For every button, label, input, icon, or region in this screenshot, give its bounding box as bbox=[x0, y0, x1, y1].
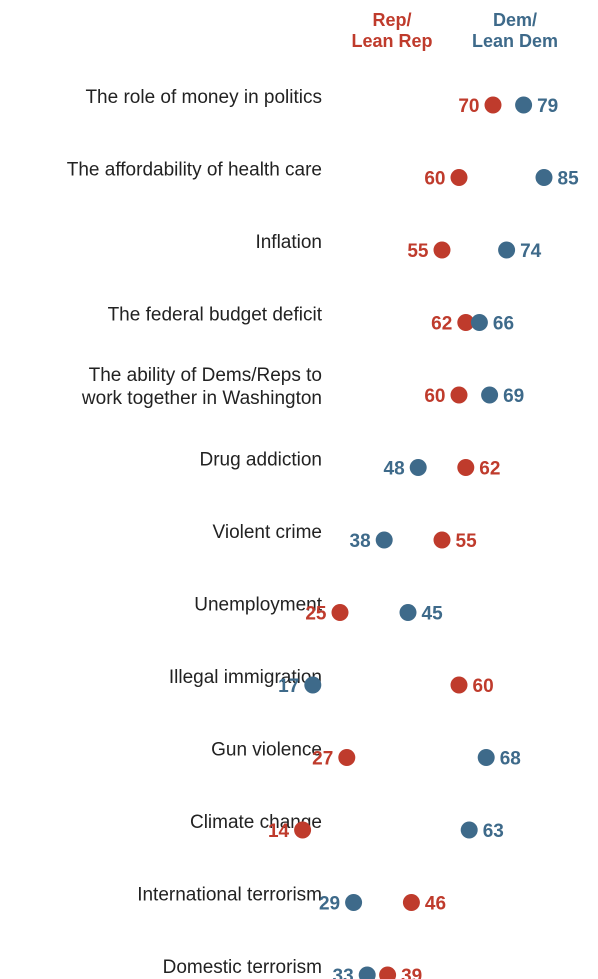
category-label: Gun violence bbox=[211, 740, 322, 761]
category-label: Unemployment bbox=[194, 595, 322, 616]
rep-dot bbox=[457, 314, 475, 331]
dem-value-label: 17 bbox=[278, 676, 299, 697]
dem-value-label: 79 bbox=[537, 96, 558, 117]
legend-dem-line-1: Dem/ bbox=[492, 10, 537, 30]
category-label: The affordability of health care bbox=[67, 160, 322, 181]
rep-dot bbox=[294, 821, 312, 839]
category-label: The role of money in politics bbox=[85, 87, 322, 108]
legend-dem-line-2: Lean Dem bbox=[471, 31, 559, 51]
dem-dot bbox=[477, 749, 495, 766]
rep-dot bbox=[433, 531, 451, 549]
rep-value-label: 27 bbox=[312, 749, 333, 770]
dem-dot bbox=[409, 459, 427, 476]
dem-value-label: 85 bbox=[558, 169, 580, 190]
dem-value-label: 33 bbox=[333, 966, 354, 979]
dem-value-label: 63 bbox=[483, 821, 504, 842]
rep-value-label: 70 bbox=[458, 96, 479, 117]
dem-value-label: 68 bbox=[500, 749, 521, 770]
rep-dot bbox=[379, 966, 397, 979]
category-label-line: work together in Washington bbox=[81, 388, 322, 409]
dem-value-label: 38 bbox=[350, 531, 371, 552]
dem-value-label: 45 bbox=[422, 604, 444, 625]
rep-dot bbox=[450, 676, 468, 694]
category-label: Domestic terrorism bbox=[163, 957, 322, 978]
dem-dot bbox=[470, 314, 488, 331]
dem-dot bbox=[358, 966, 376, 979]
dem-value-label: 66 bbox=[493, 314, 514, 335]
category-label-line: The ability of Dems/Reps to bbox=[89, 365, 322, 386]
category-label: The federal budget deficit bbox=[108, 305, 323, 326]
rep-dot bbox=[457, 459, 475, 476]
category-label: International terrorism bbox=[137, 885, 322, 906]
dem-value-label: 48 bbox=[384, 459, 405, 480]
category-label: Illegal immigration bbox=[169, 667, 322, 688]
rep-value-label: 14 bbox=[268, 821, 290, 842]
dem-dot bbox=[460, 821, 478, 839]
legend-rep: Rep/ Lean Rep bbox=[337, 10, 447, 52]
rep-dot bbox=[331, 604, 349, 621]
rep-value-label: 39 bbox=[401, 966, 422, 979]
legend-dem: Dem/ Lean Dem bbox=[460, 10, 570, 52]
dem-dot bbox=[498, 241, 516, 259]
rep-value-label: 60 bbox=[473, 676, 494, 697]
rep-value-label: 62 bbox=[431, 314, 452, 335]
rep-value-label: 60 bbox=[424, 386, 445, 407]
rep-value-label: 62 bbox=[479, 459, 500, 480]
dem-value-label: 29 bbox=[319, 894, 340, 915]
dem-dot bbox=[481, 386, 499, 404]
rep-value-label: 60 bbox=[424, 169, 445, 190]
legend-rep-line-2: Lean Rep bbox=[351, 31, 433, 51]
rep-dot bbox=[450, 386, 468, 404]
category-label: Violent crime bbox=[213, 522, 322, 543]
rep-dot bbox=[338, 749, 356, 766]
dem-value-label: 74 bbox=[520, 241, 542, 262]
dem-value-label: 69 bbox=[503, 386, 524, 407]
rep-dot bbox=[433, 241, 451, 259]
category-label: Inflation bbox=[255, 232, 322, 253]
legend-rep-line-1: Rep/ bbox=[372, 10, 412, 30]
category-label: Drug addiction bbox=[199, 450, 322, 471]
category-label: Climate change bbox=[190, 812, 322, 833]
dem-dot bbox=[535, 169, 553, 186]
rep-value-label: 46 bbox=[425, 894, 446, 915]
dem-dot bbox=[399, 604, 417, 621]
rep-dot bbox=[402, 894, 420, 911]
dem-dot bbox=[515, 96, 533, 114]
rep-dot bbox=[484, 96, 502, 114]
rep-value-label: 55 bbox=[456, 531, 478, 552]
dem-dot bbox=[304, 676, 322, 694]
dem-dot bbox=[375, 531, 393, 549]
category-label: The ability of Dems/Reps to work together… bbox=[81, 365, 322, 409]
rep-dot bbox=[450, 169, 468, 186]
rep-value-label: 25 bbox=[305, 604, 327, 625]
dem-dot bbox=[345, 894, 363, 911]
rep-value-label: 55 bbox=[407, 241, 429, 262]
